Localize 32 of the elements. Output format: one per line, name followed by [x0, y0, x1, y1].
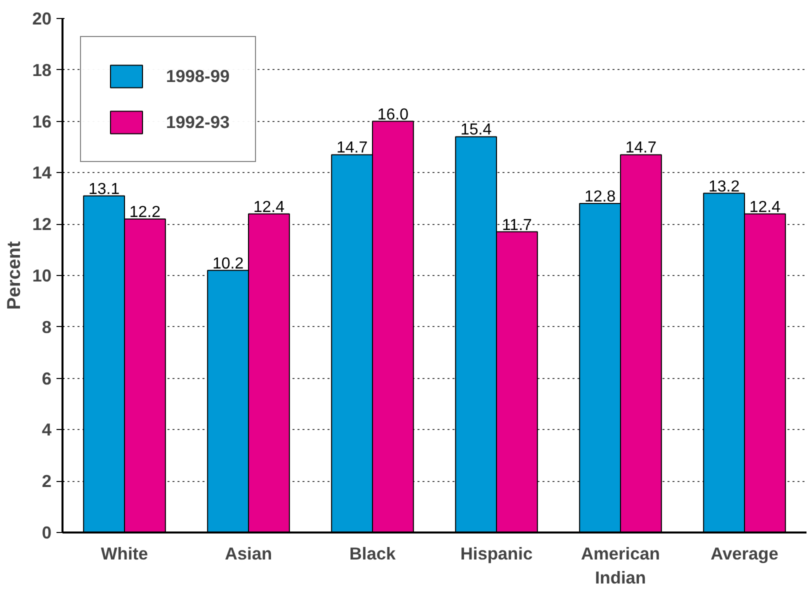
x-tick-label: Asian [224, 544, 272, 564]
x-tick-label: Black [349, 544, 396, 564]
x-tick-label: White [100, 544, 148, 564]
x-tick-label: Hispanic [460, 544, 533, 564]
data-label: 16.0 [377, 106, 409, 124]
y-tick-label: 12 [32, 214, 52, 234]
data-label: 12.2 [129, 204, 161, 221]
data-label: 13.2 [708, 178, 740, 196]
data-label: 11.7 [502, 216, 532, 234]
y-axis-title: Percent [3, 241, 24, 310]
x-tick-label: American Indian [581, 544, 660, 588]
y-tick-label: 0 [42, 522, 52, 542]
y-tick-label: 8 [42, 316, 52, 337]
x-tick-label: Average [710, 544, 779, 564]
data-label: 10.2 [212, 255, 244, 272]
y-tick-label: 10 [32, 266, 52, 286]
data-label: 12.4 [253, 198, 285, 216]
data-label: 14.7 [336, 140, 368, 157]
data-label: 15.4 [460, 122, 492, 139]
data-label: 12.8 [584, 188, 616, 206]
data-label: 14.7 [625, 140, 657, 157]
legend-label: 1992-93 [166, 112, 230, 132]
y-tick-label: 6 [42, 368, 52, 388]
legend-label: 1998-99 [166, 66, 230, 86]
data-label: 12.4 [749, 198, 781, 216]
y-tick-label: 20 [32, 8, 52, 28]
y-tick-label: 14 [32, 162, 52, 183]
y-tick-label: 2 [42, 471, 52, 492]
y-tick-label: 16 [32, 111, 52, 132]
data-label: 13.1 [88, 180, 120, 198]
y-tick-label: 18 [32, 60, 52, 80]
y-tick-label: 4 [42, 420, 52, 440]
